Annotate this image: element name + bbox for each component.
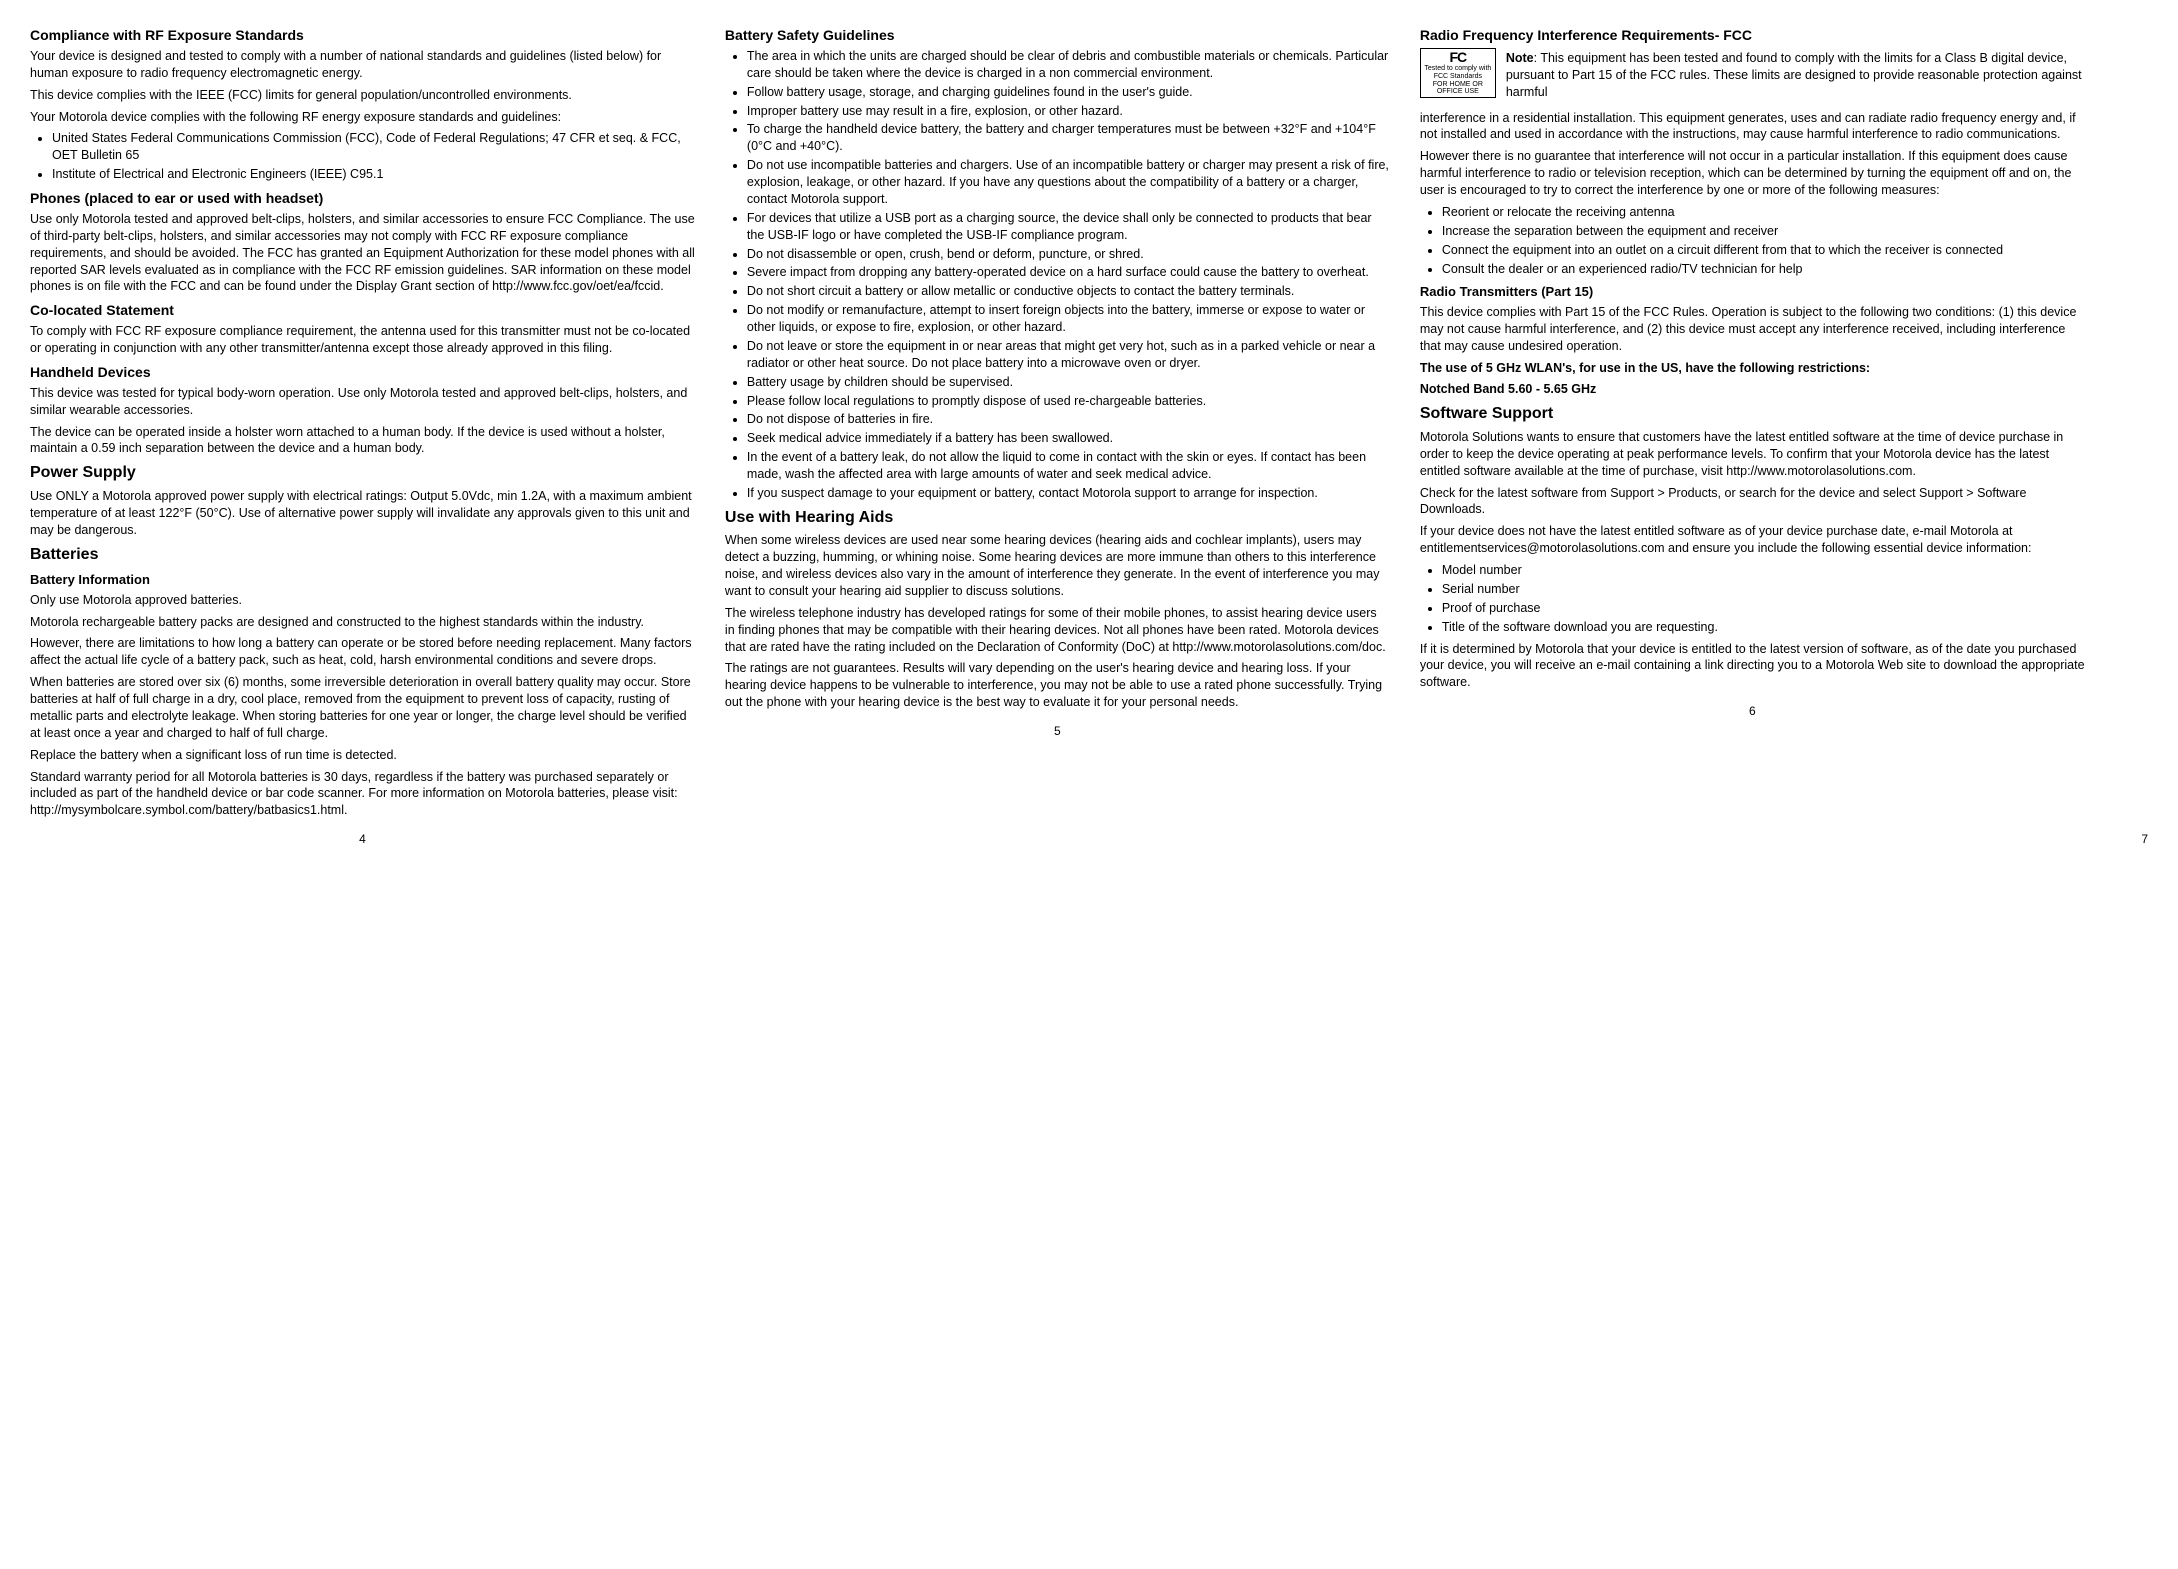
paragraph: If it is determined by Motorola that you… xyxy=(1420,641,2085,692)
heading-battery-safety: Battery Safety Guidelines xyxy=(725,26,1390,45)
paragraph: This device complies with Part 15 of the… xyxy=(1420,304,2085,355)
paragraph: This device was tested for typical body-… xyxy=(30,385,695,419)
paragraph: interference in a residential installati… xyxy=(1420,110,2085,144)
list-item: Increase the separation between the equi… xyxy=(1442,223,2085,240)
column-7: 7 xyxy=(2115,20,2148,847)
list-item: United States Federal Communications Com… xyxy=(52,130,695,164)
list-item: Seek medical advice immediately if a bat… xyxy=(747,430,1390,447)
list-item: For devices that utilize a USB port as a… xyxy=(747,210,1390,244)
heading-hearing-aids: Use with Hearing Aids xyxy=(725,507,1390,529)
list-item: Title of the software download you are r… xyxy=(1442,619,2085,636)
paragraph: Replace the battery when a significant l… xyxy=(30,747,695,764)
page-number: 4 xyxy=(30,831,695,847)
list-item: Reorient or relocate the receiving anten… xyxy=(1442,204,2085,221)
heading-rfi-fcc: Radio Frequency Interference Requirement… xyxy=(1420,26,2085,45)
list-item: Please follow local regulations to promp… xyxy=(747,393,1390,410)
list-standards: United States Federal Communications Com… xyxy=(30,130,695,183)
list-item: Battery usage by children should be supe… xyxy=(747,374,1390,391)
list-item: Proof of purchase xyxy=(1442,600,2085,617)
paragraph: When batteries are stored over six (6) m… xyxy=(30,674,695,742)
paragraph: Your device is designed and tested to co… xyxy=(30,48,695,82)
column-6: Radio Frequency Interference Requirement… xyxy=(1420,20,2085,847)
paragraph: If your device does not have the latest … xyxy=(1420,523,2085,557)
paragraph: However, there are limitations to how lo… xyxy=(30,635,695,669)
list-item: Connect the equipment into an outlet on … xyxy=(1442,242,2085,259)
note-body: : This equipment has been tested and fou… xyxy=(1506,51,2082,99)
fcc-note-block: FC Tested to comply with FCC Standards F… xyxy=(1420,48,2085,106)
heading-phones: Phones (placed to ear or used with heads… xyxy=(30,189,695,208)
fcc-logo-icon: FC Tested to comply with FCC Standards F… xyxy=(1420,48,1496,98)
paragraph: Only use Motorola approved batteries. xyxy=(30,592,695,609)
column-5: Battery Safety Guidelines The area in wh… xyxy=(725,20,1390,847)
heading-batteries: Batteries xyxy=(30,544,695,566)
list-device-info: Model number Serial number Proof of purc… xyxy=(1420,562,2085,636)
heading-software-support: Software Support xyxy=(1420,403,2085,425)
column-4: Compliance with RF Exposure Standards Yo… xyxy=(30,20,695,847)
paragraph: Standard warranty period for all Motorol… xyxy=(30,769,695,820)
list-item: Serial number xyxy=(1442,581,2085,598)
list-item: Do not short circuit a battery or allow … xyxy=(747,283,1390,300)
list-item: Consult the dealer or an experienced rad… xyxy=(1442,261,2085,278)
heading-power-supply: Power Supply xyxy=(30,462,695,484)
fcc-note-text: Note: This equipment has been tested and… xyxy=(1506,50,2085,101)
fcc-logo-text: Tested to comply with FCC Standards xyxy=(1423,65,1493,80)
page-number: 7 xyxy=(2141,831,2148,847)
fcc-logo-letters: FC xyxy=(1423,50,1493,65)
document-page: Compliance with RF Exposure Standards Yo… xyxy=(0,0,2178,857)
list-item: In the event of a battery leak, do not a… xyxy=(747,449,1390,483)
list-item: If you suspect damage to your equipment … xyxy=(747,485,1390,502)
list-item: Improper battery use may result in a fir… xyxy=(747,103,1390,120)
paragraph: When some wireless devices are used near… xyxy=(725,532,1390,600)
list-item: Do not disassemble or open, crush, bend … xyxy=(747,246,1390,263)
heading-battery-info: Battery Information xyxy=(30,571,695,589)
page-number: 6 xyxy=(1420,703,2085,719)
paragraph: To comply with FCC RF exposure complianc… xyxy=(30,323,695,357)
paragraph-bold: Notched Band 5.60 - 5.65 GHz xyxy=(1420,381,2085,398)
list-safety: The area in which the units are charged … xyxy=(725,48,1390,502)
list-measures: Reorient or relocate the receiving anten… xyxy=(1420,204,2085,278)
paragraph: The ratings are not guarantees. Results … xyxy=(725,660,1390,711)
list-item: The area in which the units are charged … xyxy=(747,48,1390,82)
fcc-logo-text: FOR HOME OR OFFICE USE xyxy=(1423,81,1493,96)
list-item: Severe impact from dropping any battery-… xyxy=(747,264,1390,281)
list-item: Model number xyxy=(1442,562,2085,579)
list-item: Do not use incompatible batteries and ch… xyxy=(747,157,1390,208)
paragraph: However there is no guarantee that inter… xyxy=(1420,148,2085,199)
heading-handheld: Handheld Devices xyxy=(30,363,695,382)
heading-compliance: Compliance with RF Exposure Standards xyxy=(30,26,695,45)
note-label: Note xyxy=(1506,51,1534,65)
list-item: Do not leave or store the equipment in o… xyxy=(747,338,1390,372)
paragraph: Motorola Solutions wants to ensure that … xyxy=(1420,429,2085,480)
list-item: Do not dispose of batteries in fire. xyxy=(747,411,1390,428)
heading-radio-transmitters: Radio Transmitters (Part 15) xyxy=(1420,283,2085,301)
list-item: Do not modify or remanufacture, attempt … xyxy=(747,302,1390,336)
paragraph: This device complies with the IEEE (FCC)… xyxy=(30,87,695,104)
list-item: Follow battery usage, storage, and charg… xyxy=(747,84,1390,101)
paragraph: Use ONLY a Motorola approved power suppl… xyxy=(30,488,695,539)
list-item: Institute of Electrical and Electronic E… xyxy=(52,166,695,183)
page-number: 5 xyxy=(725,723,1390,739)
paragraph: Use only Motorola tested and approved be… xyxy=(30,211,695,295)
paragraph: Your Motorola device complies with the f… xyxy=(30,109,695,126)
paragraph: Check for the latest software from Suppo… xyxy=(1420,485,2085,519)
list-item: To charge the handheld device battery, t… xyxy=(747,121,1390,155)
paragraph: Motorola rechargeable battery packs are … xyxy=(30,614,695,631)
paragraph: The wireless telephone industry has deve… xyxy=(725,605,1390,656)
paragraph-bold: The use of 5 GHz WLAN's, for use in the … xyxy=(1420,360,2085,377)
heading-colocated: Co-located Statement xyxy=(30,301,695,320)
paragraph: The device can be operated inside a hols… xyxy=(30,424,695,458)
